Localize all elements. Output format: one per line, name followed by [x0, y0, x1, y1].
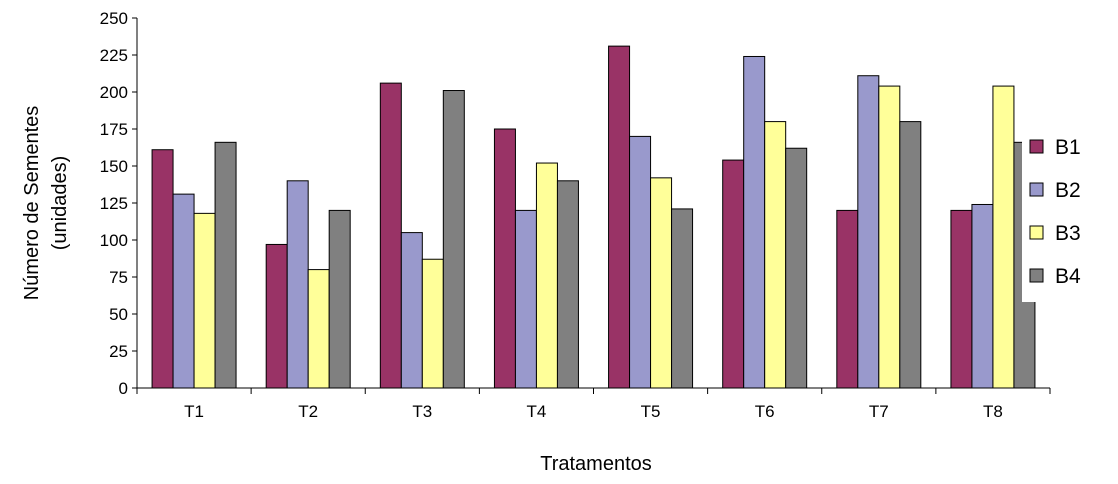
- bar-t3-b4: [442, 90, 465, 389]
- bar-t6-b3: [764, 121, 787, 389]
- bar-t5-b4: [671, 208, 694, 389]
- legend-label: B2: [1055, 179, 1081, 202]
- x-tick-label: T7: [869, 402, 889, 421]
- bar-t1-b3: [193, 212, 216, 389]
- x-tick-label: T1: [184, 402, 204, 421]
- bar-t5-b3: [650, 177, 673, 389]
- legend-swatch: [1029, 268, 1044, 283]
- bar-t7-b2: [857, 75, 880, 389]
- y-tick-label: 25: [109, 342, 128, 361]
- x-tick-label: T5: [641, 402, 661, 421]
- bar-t3-b1: [379, 82, 402, 389]
- x-axis-title: Tratamentos: [540, 453, 652, 475]
- bar-t5-b2: [629, 135, 652, 389]
- y-tick-label: 50: [109, 305, 128, 324]
- y-tick-label: 175: [100, 120, 128, 139]
- legend-swatch: [1029, 139, 1044, 154]
- y-tick-label: 200: [100, 83, 128, 102]
- y-tick-label: 225: [100, 46, 128, 65]
- x-tick-label: T2: [298, 402, 318, 421]
- bar-t1-b4: [214, 141, 237, 389]
- x-axis-ticks: T1 T2 T3 T4 T5 T6 T7 T8: [136, 388, 1051, 421]
- bar-t7-b1: [836, 209, 859, 389]
- bar-t3-b3: [421, 258, 444, 389]
- bar-t4-b1: [493, 128, 516, 389]
- bar-t1-b2: [172, 193, 195, 389]
- x-tick-label: T8: [983, 402, 1003, 421]
- y-axis-title: Número de Sementes (unidades): [21, 106, 71, 301]
- bar-t4-b3: [535, 162, 558, 389]
- y-tick-label: 100: [100, 231, 128, 250]
- bar-t8-b3: [992, 85, 1015, 389]
- x-tick-label: T4: [527, 402, 547, 421]
- bar-t8-b2: [971, 203, 994, 389]
- x-tick-label: T6: [755, 402, 775, 421]
- bar-t3-b2: [400, 232, 423, 389]
- x-tick-label: T3: [412, 402, 432, 421]
- bar-t1-b1: [151, 149, 174, 389]
- y-tick-label: 75: [109, 268, 128, 287]
- bar-t5-b1: [608, 45, 631, 389]
- bars: [151, 45, 1036, 389]
- bar-t2-b4: [328, 209, 351, 389]
- bar-t6-b4: [785, 147, 808, 389]
- y-tick-label: 125: [100, 194, 128, 213]
- bar-t8-b1: [950, 209, 973, 389]
- y-tick-label: 0: [119, 379, 128, 398]
- y-tick-label: 150: [100, 157, 128, 176]
- legend-label: B1: [1055, 136, 1081, 159]
- y-axis-title-line: (unidades): [49, 156, 71, 251]
- bar-t2-b3: [307, 269, 330, 389]
- legend-label: B3: [1055, 222, 1081, 245]
- legend-swatch: [1029, 225, 1044, 240]
- legend-swatch: [1029, 182, 1044, 197]
- bar-t6-b1: [722, 159, 745, 389]
- bar-t4-b4: [556, 180, 579, 389]
- y-axis-title-line: Número de Sementes: [21, 106, 43, 301]
- bar-t6-b2: [743, 55, 766, 389]
- bar-t2-b1: [265, 243, 288, 389]
- bar-t7-b3: [878, 85, 901, 389]
- y-axis-ticks: 0 25 50 75 100 125 150 175 200 225 250: [100, 9, 137, 398]
- y-tick-label: 250: [100, 9, 128, 28]
- legend-label: B4: [1055, 265, 1081, 288]
- bar-t2-b2: [286, 180, 309, 389]
- bar-t4-b2: [514, 209, 537, 389]
- legend: B1 B2 B3 B4: [1022, 130, 1118, 302]
- bar-t7-b4: [899, 121, 922, 389]
